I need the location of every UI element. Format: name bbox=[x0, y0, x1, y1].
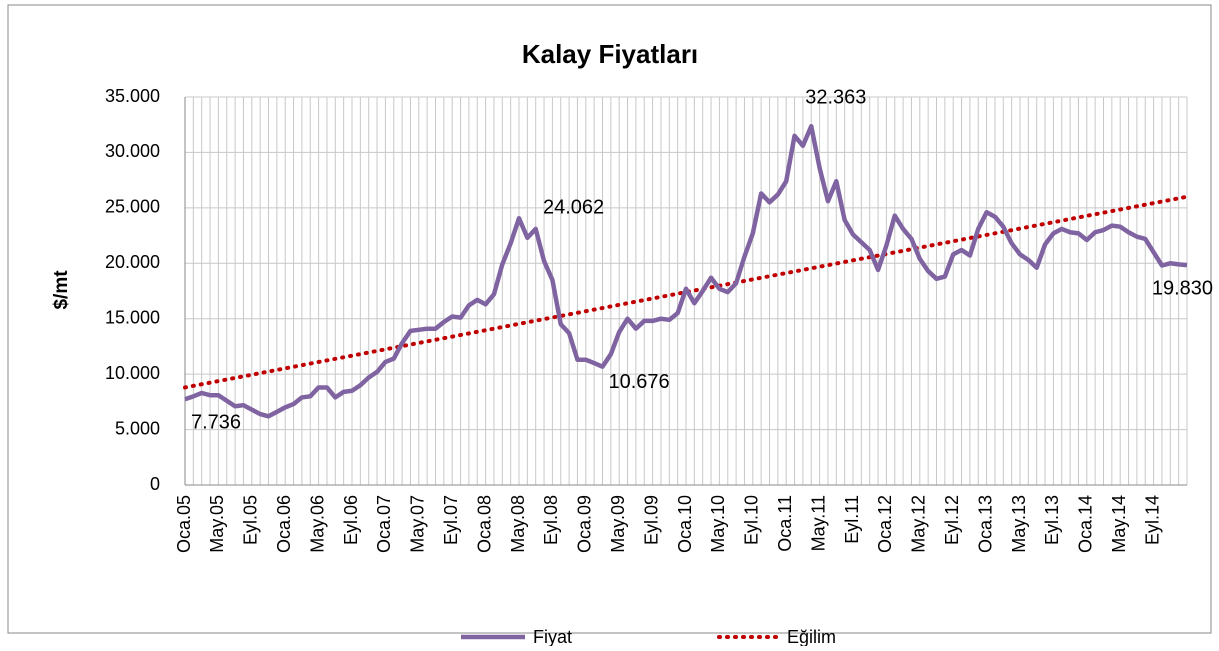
x-tick-label: Oca.12 bbox=[875, 495, 895, 553]
y-tick-label: 10.000 bbox=[105, 363, 160, 383]
legend-label: Eğilim bbox=[787, 627, 836, 646]
x-tick-label: Oca.05 bbox=[174, 495, 194, 553]
y-tick-label: 25.000 bbox=[105, 197, 160, 217]
x-tick-label: May.08 bbox=[508, 495, 528, 553]
x-tick-label: Eyl.07 bbox=[441, 495, 461, 545]
price-line bbox=[184, 123, 1188, 419]
x-tick-label: Oca.11 bbox=[775, 495, 795, 552]
trend-line bbox=[183, 194, 1189, 390]
x-tick-label: May.06 bbox=[307, 495, 327, 553]
x-tick-label: May.07 bbox=[408, 495, 428, 553]
x-tick-label: Eyl.11 bbox=[842, 495, 862, 544]
x-tick-label: Eyl.08 bbox=[541, 495, 561, 545]
x-tick-label: May.14 bbox=[1109, 495, 1129, 553]
x-tick-label: Oca.13 bbox=[975, 495, 995, 553]
x-tick-label: Eyl.06 bbox=[341, 495, 361, 545]
x-tick-label: May.13 bbox=[1009, 495, 1029, 553]
x-tick-label: Oca.07 bbox=[374, 495, 394, 553]
data-label: 24.062 bbox=[543, 197, 604, 219]
x-tick-label: Eyl.14 bbox=[1142, 495, 1162, 545]
x-tick-label: May.10 bbox=[708, 495, 728, 553]
x-tick-label: May.05 bbox=[207, 495, 227, 553]
y-axis-title: $/mt bbox=[51, 270, 72, 310]
x-tick-label: Oca.08 bbox=[474, 495, 494, 553]
x-tick-label: Oca.06 bbox=[274, 495, 294, 553]
data-label: 10.676 bbox=[609, 371, 670, 393]
x-tick-label: Eyl.13 bbox=[1042, 495, 1062, 545]
x-tick-label: Eyl.09 bbox=[641, 495, 661, 545]
data-label: 19.830 bbox=[1152, 277, 1213, 299]
legend-label: Fiyat bbox=[533, 627, 572, 646]
y-tick-label: 5.000 bbox=[115, 418, 160, 438]
data-label: 7.736 bbox=[191, 412, 241, 434]
y-tick-label: 0 bbox=[150, 474, 160, 494]
x-tick-label: Eyl.10 bbox=[742, 495, 762, 545]
y-tick-label: 20.000 bbox=[105, 252, 160, 272]
x-tick-label: Eyl.05 bbox=[241, 495, 261, 545]
x-tick-label: May.09 bbox=[608, 495, 628, 553]
x-tick-label: Oca.09 bbox=[575, 495, 595, 553]
y-tick-label: 35.000 bbox=[105, 86, 160, 106]
data-label: 32.363 bbox=[805, 87, 866, 109]
chart-title: Kalay Fiyatları bbox=[522, 39, 698, 69]
x-tick-label: May.12 bbox=[909, 495, 929, 553]
x-tick-label: Eyl.12 bbox=[942, 495, 962, 545]
x-tick-label: Oca.10 bbox=[675, 495, 695, 553]
y-tick-label: 30.000 bbox=[105, 141, 160, 161]
x-tick-label: Oca.14 bbox=[1076, 495, 1096, 553]
x-tick-label: May.11 bbox=[808, 495, 828, 551]
y-tick-label: 15.000 bbox=[105, 307, 160, 327]
